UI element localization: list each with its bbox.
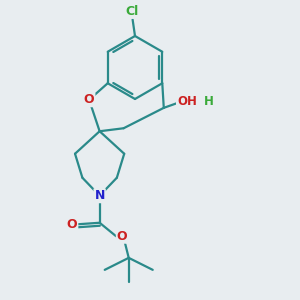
- Text: H: H: [204, 95, 214, 108]
- Text: OH: OH: [177, 95, 197, 108]
- Text: O: O: [67, 218, 77, 231]
- Text: N: N: [94, 189, 105, 202]
- Text: O: O: [117, 230, 128, 243]
- Text: Cl: Cl: [125, 5, 139, 18]
- Text: O: O: [84, 93, 94, 106]
